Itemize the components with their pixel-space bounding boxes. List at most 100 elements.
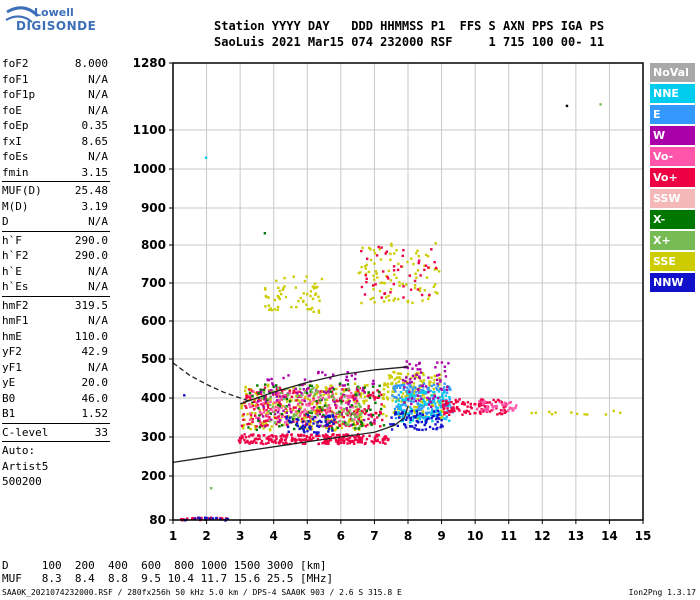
data-point [382,270,385,273]
data-point [338,441,341,444]
data-point [401,398,404,401]
data-point [372,382,375,385]
data-point [266,403,269,407]
data-point [364,425,367,428]
data-point [387,277,390,280]
data-point [354,427,357,430]
data-point [427,391,430,394]
data-point [295,306,298,309]
data-point [263,399,266,402]
data-point [283,411,287,414]
data-point [376,438,379,441]
data-point [440,399,443,402]
data-point [247,426,250,429]
x-tick-label: 10 [467,529,484,543]
data-point [275,423,278,426]
param-row: 500200 [2,474,110,490]
data-point [393,378,396,381]
data-point [458,398,461,401]
data-point [310,390,314,394]
data-point [480,399,483,402]
data-point [359,420,363,424]
data-point [491,405,494,409]
data-point [436,384,439,388]
data-point [285,397,288,401]
data-point [280,397,283,400]
data-point [248,395,252,399]
data-point [319,424,322,427]
data-point [411,416,414,419]
data-point [421,413,425,416]
data-point [409,416,412,420]
data-point [386,398,389,401]
data-point [309,433,313,437]
data-point [289,409,292,412]
data-point [258,410,262,414]
data-point [368,395,371,398]
data-point [343,420,346,423]
data-point [397,411,400,414]
data-point [425,416,429,419]
data-point [331,429,334,432]
data-point [244,436,248,439]
data-point [257,407,260,410]
data-point [402,296,405,299]
data-point [449,388,452,391]
data-point [423,268,426,272]
data-point [417,416,420,420]
data-point [340,426,343,430]
data-point [324,420,327,423]
data-point [266,378,269,381]
data-point [433,268,436,271]
data-point [338,423,341,427]
data-point [211,517,215,520]
data-point [266,383,270,387]
data-point [249,433,253,437]
data-point [327,404,331,407]
param-row: C-level 33 [2,425,110,441]
data-point [421,299,424,302]
data-point [392,269,396,272]
data-point [412,382,416,385]
data-point [317,295,320,298]
data-point [320,415,324,418]
x-tick-label: 12 [534,529,551,543]
data-point [434,410,438,413]
data-point [278,401,281,404]
legend-item: SSW [650,189,695,208]
data-point [309,400,312,403]
param-value: 46.0 [81,391,109,405]
data-point [488,401,491,404]
data-point [272,402,275,406]
data-point [397,398,400,401]
data-point [359,405,362,408]
data-point [434,402,437,405]
data-point [256,404,260,407]
data-point [294,286,297,289]
data-point [405,360,408,363]
data-point [340,413,343,416]
data-point [351,406,355,409]
legend-item: NNW [650,273,695,292]
data-point [436,388,439,391]
data-point [443,382,446,385]
param-value: 290.0 [74,249,108,262]
data-point [442,398,445,401]
data-point [434,291,437,294]
data-point [321,371,324,374]
data-point [274,409,277,412]
data-point [495,404,498,408]
data-point [248,422,251,426]
data-point [358,425,362,428]
data-point [407,412,410,415]
data-point [390,376,393,379]
data-point [417,403,420,406]
data-point [266,385,270,388]
data-point [380,403,383,406]
data-point [420,397,423,400]
data-point [458,409,461,412]
data-point [436,416,439,419]
data-point [383,393,386,396]
data-point [186,517,189,520]
data-point [376,435,379,438]
